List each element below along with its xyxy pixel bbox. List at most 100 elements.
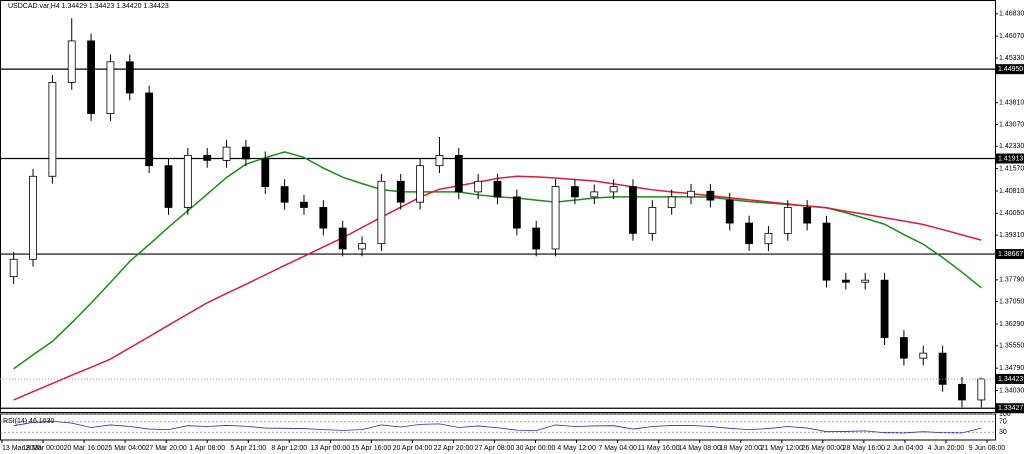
x-tick-label: 13 Mar 2020 [2,445,41,452]
candle-body [532,227,541,250]
x-tick-label: 26 May 00:00 [802,445,845,452]
candle-body [396,180,405,203]
x-tick-label: 5 Apr 21:00 [230,445,266,452]
x-tick-label: 25 Mar 04:00 [105,445,146,452]
x-tick-label: 14 May 08:00 [678,445,721,452]
x-tick-label: 4 Jun 20:00 [928,445,965,452]
candle-body [435,154,444,167]
candle-body [300,201,308,208]
candle-body [164,165,173,208]
candle-body [745,222,753,245]
candle-body [242,146,250,160]
candle-body [29,175,37,260]
current-price-label: 1.34423 [998,376,1023,383]
candle-body [261,158,270,187]
y-tick-label: 1.46070 [999,33,1024,40]
x-tick-label: 2 Jun 04:00 [887,445,924,452]
candle-body [145,92,154,167]
y-tick-label: 1.34030 [999,387,1024,394]
y-tick-label: 1.35550 [999,343,1024,350]
x-tick-label: 27 Apr 08:00 [475,445,515,452]
chart-title: USDCAD.var,H4 1.34429 1.34423 1.34420 1.… [8,3,169,10]
x-tick-label: 15 Apr 16:00 [352,445,392,452]
x-tick-label: 11 May 16:00 [638,445,680,452]
candle-body [764,232,773,245]
candle-body [977,378,986,401]
candle-body [590,191,599,198]
candle-body [725,199,734,224]
level-box [996,403,1024,414]
x-tick-label: 18 May 20:00 [720,445,763,452]
candle-body [512,196,521,229]
candle-body [319,207,328,229]
candle-body [358,243,366,250]
candle-body [648,207,657,234]
y-tick-label: 1.37790 [999,277,1024,284]
y-tick-label: 1.43070 [999,121,1024,128]
candle-body [67,40,76,83]
rsi-title: RSI(14) 46.1030 [3,418,54,425]
candle-body [183,154,192,208]
candle-body [454,154,463,193]
level-box [996,249,1024,260]
candle-body [629,186,637,234]
candle-body [125,61,134,94]
candle-body [416,165,424,203]
y-tick-label: 1.42330 [999,143,1024,150]
y-tick-label: 1.36290 [999,321,1024,328]
x-tick-label: 27 Mar 20:00 [146,445,187,452]
candle-body [551,186,560,250]
candle-body [571,186,579,198]
rsi-tick-label: 100 [999,411,1011,418]
candle-body [841,279,850,283]
rsi-line [13,420,982,434]
y-tick-label: 1.40050 [999,210,1024,217]
level-label: 1.44950 [998,66,1023,73]
main-frame [0,0,996,413]
candle-body [667,196,676,208]
current-price-box [996,373,1024,384]
x-tick-label: 9 Jun 08:00 [969,445,1006,452]
y-tick-label: 1.43810 [999,100,1024,107]
candle-body [861,279,870,283]
candle-body [87,40,95,114]
x-tick-label: 28 May 16:00 [843,445,886,452]
rsi-tick-label: 30 [999,429,1007,436]
candle-body [687,190,695,198]
candle-body [958,383,966,401]
y-tick-label: 1.40810 [999,188,1024,195]
x-tick-label: 13 Apr 00:00 [310,445,350,452]
x-tick-label: 7 May 04:00 [598,445,637,452]
candle-body [48,82,57,177]
x-tick-label: 21 May 12:00 [761,445,804,452]
x-tick-label: 22 Apr 20:00 [434,445,474,452]
x-tick-label: 18 Mar 00:00 [22,445,63,452]
y-tick-label: 1.34790 [999,365,1024,372]
candle-body [377,180,386,245]
y-tick-label: 1.39310 [999,232,1024,239]
candle-body [280,186,289,203]
candle-body [803,207,812,224]
x-tick-label: 8 Apr 12:00 [271,445,307,452]
x-tick-label: 1 Apr 08:00 [189,445,225,452]
level-box [996,153,1024,164]
x-tick-label: 20 Mar 16:00 [63,445,104,452]
candle-body [9,258,18,278]
candle-body [493,180,502,198]
candle-body [474,180,483,193]
candle-body [706,190,715,201]
level-label: 1.38667 [998,251,1023,258]
x-tick-label: 20 Apr 04:00 [393,445,433,452]
level-label: 1.41913 [998,155,1023,162]
candle-body [822,222,831,281]
level-box [996,64,1024,75]
y-tick-label: 1.46830 [999,11,1024,18]
y-tick-label: 1.45330 [999,55,1024,62]
candle-body [880,279,889,338]
x-tick-label: 4 May 12:00 [557,445,596,452]
y-tick-label: 1.37050 [999,298,1024,305]
candle-body [106,61,115,114]
candle-body [338,227,347,250]
